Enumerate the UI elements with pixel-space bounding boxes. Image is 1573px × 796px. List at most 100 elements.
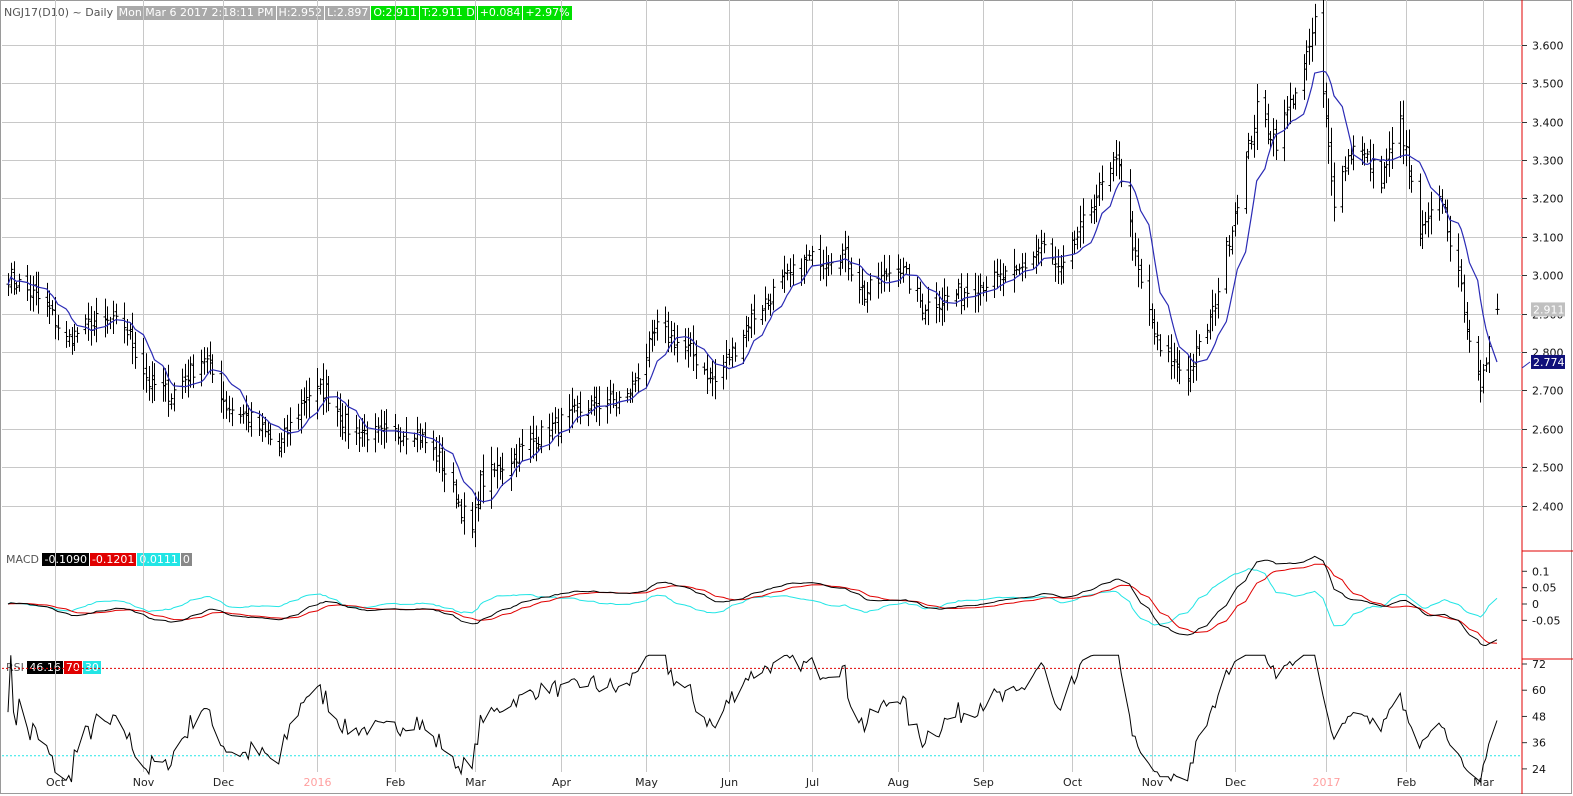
macd-hist-value: 0.0111: [137, 553, 180, 566]
price-bar: [1382, 161, 1387, 189]
price-bar: [807, 250, 812, 261]
price-bar: [1478, 359, 1483, 403]
price-bar: [647, 331, 652, 368]
price-bar: [1166, 335, 1171, 363]
price-bar: [517, 437, 522, 472]
price-bar: [393, 414, 398, 442]
price-bar: [733, 342, 738, 362]
price-bar: [1235, 194, 1240, 225]
price-bar: [826, 254, 831, 276]
price-bar: [1326, 98, 1331, 164]
macd-line: [7, 555, 1498, 647]
price-bar: [995, 258, 1000, 288]
price-bar: [992, 260, 997, 299]
price-bar: [94, 297, 99, 343]
price-bar: [666, 311, 671, 352]
price-bar: [130, 312, 135, 365]
price-bar: [876, 262, 881, 299]
price-bar: [1285, 95, 1290, 129]
price-bar: [72, 323, 77, 351]
price-bar: [918, 281, 923, 308]
price-bar: [282, 418, 287, 454]
x-tick-label: 2017: [1313, 776, 1341, 789]
price-bar: [884, 268, 889, 281]
price-bar: [1398, 101, 1403, 158]
price-bar: [357, 419, 362, 452]
price-bar: [846, 235, 851, 281]
price-bar: [669, 320, 674, 353]
price-bar: [782, 255, 787, 293]
price-tick-label: 2.400: [1532, 501, 1564, 514]
change-tag: +0.084: [477, 6, 523, 20]
price-bar: [1340, 165, 1345, 213]
price-bar: [1227, 235, 1232, 257]
rsi-line: [7, 654, 1498, 783]
x-tick-label: Dec: [213, 776, 234, 789]
last-price-tag: [1531, 302, 1565, 317]
price-bar: [1097, 172, 1102, 207]
price-bar: [1224, 236, 1229, 294]
low-tag: L:2.897: [325, 6, 371, 20]
price-bar: [760, 305, 765, 325]
price-bar: [978, 273, 983, 306]
price-bar: [451, 462, 456, 493]
price-bar: [169, 393, 174, 410]
price-bar: [86, 302, 91, 341]
price-bar: [1313, 3, 1318, 46]
price-bar: [172, 382, 177, 412]
price-bar: [1001, 263, 1006, 297]
price-bar: [1194, 330, 1199, 381]
price-bar: [249, 402, 254, 437]
price-bar: [1343, 156, 1348, 182]
price-bar: [1072, 230, 1077, 254]
price-bar: [1186, 355, 1191, 396]
price-bar: [702, 362, 707, 375]
price-bar: [710, 360, 715, 397]
price-bar: [304, 380, 309, 419]
price-tick-label: 3.300: [1532, 155, 1564, 168]
x-tick-label: Feb: [1397, 776, 1416, 789]
price-bar: [478, 469, 483, 510]
price-bar: [299, 389, 304, 434]
price-bar: [64, 321, 69, 348]
price-bar: [509, 447, 514, 492]
price-bar: [1128, 169, 1133, 237]
price-tick-label: 3.200: [1532, 193, 1564, 206]
price-bar: [122, 302, 127, 344]
price-bar: [962, 287, 967, 311]
price-bar: [456, 494, 461, 508]
price-bar: [840, 243, 845, 269]
macd-signal-value: -0.1201: [89, 553, 137, 566]
price-bar: [550, 412, 555, 442]
price-bar: [926, 286, 931, 326]
price-bar: [915, 277, 920, 302]
price-bar: [111, 300, 116, 335]
price-bar: [1056, 249, 1061, 285]
price-bar: [849, 257, 854, 282]
price-bar: [183, 363, 188, 393]
price-bar: [818, 234, 823, 281]
price-bar: [241, 404, 246, 424]
price-bar: [553, 407, 558, 434]
x-tick-label: Dec: [1225, 776, 1246, 789]
price-bar: [1094, 184, 1099, 223]
price-bar: [766, 293, 771, 310]
x-tick-label: May: [635, 776, 658, 789]
price-bar: [423, 422, 428, 454]
price-y-axis: 3.6003.5003.4003.3003.2003.1003.0002.900…: [1522, 40, 1564, 514]
x-tick-label: Oct: [1063, 776, 1083, 789]
price-tick-label: 2.600: [1532, 424, 1564, 437]
price-bar: [512, 448, 517, 469]
price-bar: [942, 278, 947, 323]
price-bar: [202, 347, 207, 375]
price-bar: [144, 353, 149, 393]
price-bar: [1205, 323, 1210, 345]
price-bar: [1042, 232, 1047, 254]
price-bar: [260, 413, 265, 442]
datetime-tag: Mon Mar 6 2017 2:18:11 PM: [116, 6, 276, 20]
price-bar: [205, 347, 210, 374]
price-bar: [1404, 130, 1409, 167]
price-bar: [1266, 103, 1271, 145]
price-bar: [1379, 155, 1384, 194]
